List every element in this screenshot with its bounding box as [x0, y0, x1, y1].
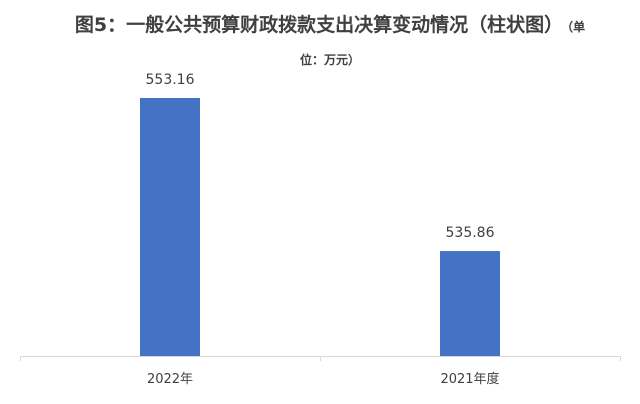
x-tick-label-1: 2022年: [147, 372, 193, 387]
chart-title: 图5：一般公共预算财政拨款支出决算变动情况（柱状图） （单位：万元）: [70, 10, 590, 76]
unit-note: （单位：万元）: [299, 20, 586, 67]
chart-title-text: 图5：一般公共预算财政拨款支出决算变动情况（柱状图）: [74, 14, 564, 36]
bar-2: [440, 251, 500, 356]
bar-1: [140, 98, 200, 356]
data-label-1: 553.16: [146, 72, 195, 88]
x-tick-label-2: 2021年度: [440, 371, 499, 387]
data-label-2: 535.86: [446, 225, 495, 241]
